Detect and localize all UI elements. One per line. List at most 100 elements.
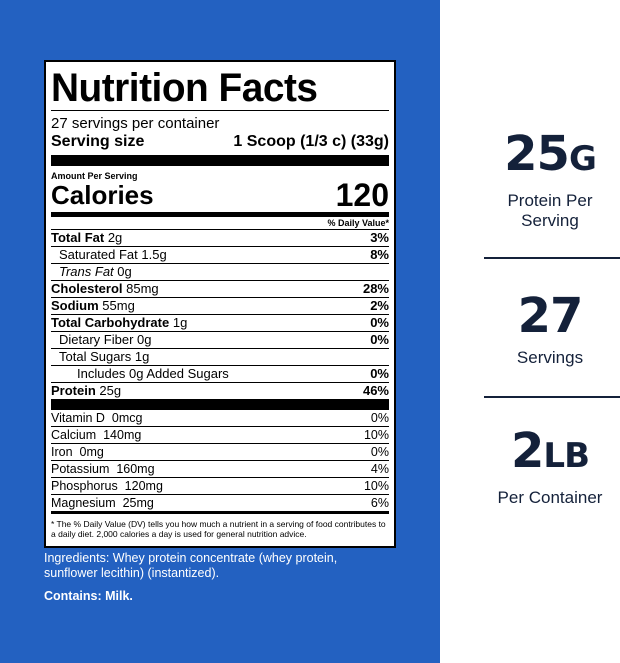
divider [484, 396, 620, 398]
stat-label: Servings [516, 348, 584, 367]
allergens: Contains: Milk. [44, 589, 133, 603]
vitamin-left: Phosphorus 120mg [51, 478, 163, 494]
vitamin-dv: 10% [363, 479, 389, 493]
nutrient-name: Total Fat [51, 230, 105, 245]
nutrition-label: Nutrition Facts 27 servings per containe… [44, 60, 396, 548]
vitamin-name: Calcium [51, 428, 97, 442]
vitamin-dv: 10% [363, 428, 389, 442]
stat: 27 Servings [480, 290, 620, 368]
vitamin-amount: 25mg [122, 496, 154, 510]
serving-size-label: Serving size [51, 133, 145, 150]
medium-rule [51, 212, 389, 217]
nutrient-row: Includes 0g Added Sugars 0% [51, 365, 389, 382]
rule [51, 110, 389, 111]
footnote: * The % Daily Value (DV) tells you how m… [51, 519, 386, 539]
stat: 25G Protein Per Serving [480, 128, 620, 231]
vitamin-name: Potassium [51, 462, 110, 476]
nutrient-name: Cholesterol [51, 281, 123, 296]
ingredients: Ingredients: Whey protein concentrate (w… [44, 551, 338, 580]
vitamin-name: Magnesium [51, 496, 116, 510]
nutrient-row: Saturated Fat 1.5g 8% [51, 246, 389, 263]
vitamin-amount: 140mg [103, 428, 142, 442]
nutrient-name: Sodium [51, 298, 99, 313]
nutrient-dv: 46% [362, 383, 389, 398]
vitamin-row: Vitamin D 0mcg 0% [51, 410, 389, 426]
nutrient-dv: 28% [362, 281, 389, 296]
calories-label: Calories [51, 180, 154, 210]
thick-rule [51, 399, 389, 410]
vitamin-name: Vitamin D [51, 411, 105, 425]
nutrient-name: Trans Fat [59, 264, 114, 279]
nutrient-amount: 1g [172, 315, 188, 330]
vitamin-row: Iron 0mg 0% [51, 443, 389, 460]
nutrient-row: Sodium 55mg 2% [51, 297, 389, 314]
vitamin-dv: 6% [370, 496, 389, 510]
nutrient-name: Protein [51, 383, 96, 398]
nutrient-dv: 2% [370, 298, 389, 313]
vitamin-left: Iron 0mg [51, 444, 104, 460]
nutrient-amount: 0g [137, 332, 152, 347]
vitamin-row: Potassium 160mg 4% [51, 460, 389, 477]
nutrient-row: Trans Fat 0g [51, 263, 389, 280]
nutrient-amount: 0g [117, 264, 132, 279]
vitamin-amount: 0mg [79, 445, 104, 459]
stat-unit: G [568, 139, 597, 179]
nutrient-name: Includes 0g Added Sugars [77, 366, 229, 381]
vitamin-amount: 0mcg [111, 411, 143, 425]
stat-label: Per Container [497, 488, 603, 507]
nutrient-dv: 0% [370, 332, 389, 347]
stat-unit: LB [543, 436, 590, 476]
serving-size-value: 1 Scoop (1/3 c) (33g) [233, 133, 389, 150]
nutrient-row: Cholesterol 85mg 28% [51, 280, 389, 297]
stat-value: 25 [504, 126, 570, 182]
nutrient-dv: 0% [370, 366, 389, 381]
nutrient-row: Total Sugars 1g [51, 348, 389, 365]
stat-value: 27 [517, 288, 584, 344]
vitamin-dv: 0% [370, 445, 389, 459]
nutrient-amount: 55mg [102, 298, 135, 313]
vitamin-left: Vitamin D 0mcg [51, 410, 143, 426]
vitamin-row: Phosphorus 120mg 10% [51, 477, 389, 494]
nutrient-amount: 1g [134, 349, 150, 364]
medium-rule [51, 511, 389, 514]
nutrient-row: Dietary Fiber 0g 0% [51, 331, 389, 348]
vitamin-dv: 0% [370, 411, 389, 425]
vitamin-list: Vitamin D 0mcg 0% Calcium 140mg 10% Iron 0mg… [51, 410, 389, 511]
stat: 2LB Per Container [480, 425, 620, 508]
nutrient-amount: 85mg [126, 281, 159, 296]
nutrient-name: Total Sugars [59, 349, 132, 364]
vitamin-name: Phosphorus [51, 479, 118, 493]
divider [484, 257, 620, 259]
vitamin-amount: 160mg [116, 462, 155, 476]
vitamin-name: Iron [51, 445, 73, 459]
vitamin-row: Magnesium 25mg 6% [51, 494, 389, 511]
vitamin-row: Calcium 140mg 10% [51, 426, 389, 443]
stat-label: Protein Per Serving [507, 191, 593, 230]
amount-per-serving: Amount Per Serving [51, 171, 138, 181]
nutrient-dv: 3% [370, 230, 389, 245]
nutrient-dv: 8% [370, 247, 389, 262]
nutrient-amount: 2g [107, 230, 123, 245]
nutrient-name: Total Carbohydrate [51, 315, 170, 330]
servings: 27 servings per container [51, 115, 220, 132]
dv-header: % Daily Value* [327, 218, 389, 228]
serving-size: Serving size 1 Scoop (1/3 c) (33g) [51, 132, 389, 152]
vitamin-left: Potassium 160mg [51, 461, 155, 477]
nutrient-row: Total Fat 2g 3% [51, 229, 389, 246]
nutrient-name: Dietary Fiber [59, 332, 134, 347]
label-title: Nutrition Facts [51, 66, 318, 110]
thick-rule [51, 155, 389, 166]
vitamin-left: Magnesium 25mg [51, 495, 154, 511]
vitamin-left: Calcium 140mg [51, 427, 141, 443]
nutrient-row: Protein 25g 46% [51, 382, 389, 399]
stat-value: 2 [511, 423, 544, 479]
nutrient-name: Saturated Fat [59, 247, 138, 262]
nutrient-amount: 25g [99, 383, 122, 398]
nutrient-row: Total Carbohydrate 1g 0% [51, 314, 389, 331]
vitamin-amount: 120mg [124, 479, 163, 493]
nutrient-amount: 1.5g [141, 247, 167, 262]
vitamin-dv: 4% [370, 462, 389, 476]
nutrient-dv: 0% [370, 315, 389, 330]
calories: Calories 120 [51, 179, 389, 211]
